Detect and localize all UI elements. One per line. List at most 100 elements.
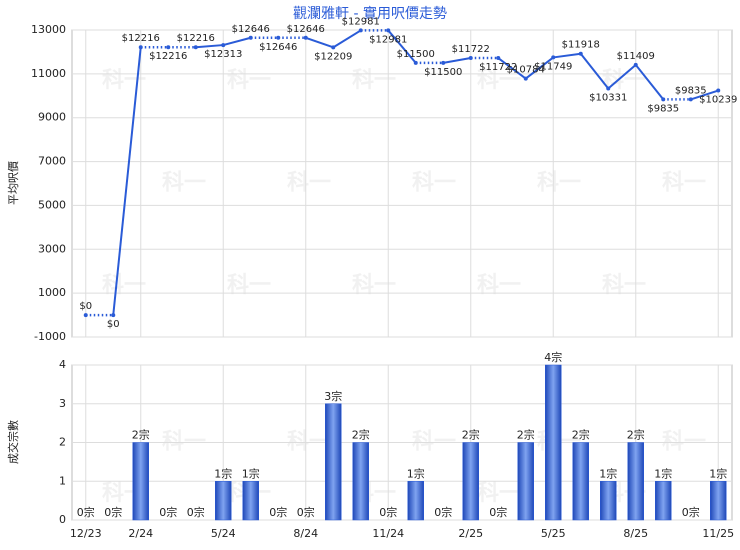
data-label: 3宗 [324, 389, 342, 403]
data-label: 2宗 [462, 428, 480, 442]
watermark: 科一 [102, 273, 146, 298]
x-tick-label: 8/25 [623, 527, 648, 540]
data-label: $10239 [699, 95, 737, 106]
data-label: $10784 [507, 65, 545, 76]
x-tick-label: 5/25 [541, 527, 566, 540]
y-tick-label: 13000 [31, 23, 66, 36]
data-label: $12216 [149, 51, 187, 62]
data-label: $0 [107, 319, 120, 330]
y-tick-label: 1000 [38, 286, 66, 299]
data-label: $11722 [452, 44, 490, 55]
y-tick-label: 2 [59, 436, 66, 449]
line-segment [553, 52, 581, 59]
data-label: 1宗 [407, 466, 425, 480]
bar [655, 481, 672, 521]
line-point [441, 60, 446, 65]
data-label: 0宗 [434, 505, 452, 519]
line-segment [305, 36, 334, 49]
y-tick-label: 9000 [38, 111, 66, 124]
bar [710, 481, 727, 521]
data-label: 0宗 [682, 505, 700, 519]
x-tick-label: 11/25 [702, 527, 734, 540]
line-point [221, 43, 226, 48]
y-axis-label: 平均呎價 [6, 161, 20, 205]
data-label: 1宗 [599, 466, 617, 480]
y-tick-label: 0 [59, 513, 66, 526]
x-tick-label: 12/23 [70, 527, 102, 540]
line-segment [222, 36, 252, 47]
data-label: 0宗 [297, 505, 315, 519]
line-segment [497, 57, 527, 80]
bar [600, 481, 617, 521]
data-label: $11409 [617, 51, 655, 62]
line-segment [607, 64, 637, 90]
y-axis-label: 成交宗數 [6, 420, 20, 464]
line-point [193, 45, 198, 50]
line-point [111, 313, 116, 318]
watermark: 科一 [352, 273, 396, 298]
data-label: $10331 [589, 93, 627, 104]
data-label: $11500 [397, 49, 435, 60]
bar [215, 481, 232, 521]
line-point [276, 35, 281, 40]
watermark: 科一 [352, 68, 396, 93]
watermark: 科一 [227, 68, 271, 93]
watermark: 科一 [477, 481, 521, 506]
line-point [386, 28, 391, 33]
data-label: $12981 [369, 34, 407, 45]
data-label: $12216 [122, 33, 160, 44]
bar [517, 442, 534, 521]
data-label: 4宗 [544, 350, 562, 364]
data-label: 2宗 [627, 428, 645, 442]
data-label: 2宗 [572, 428, 590, 442]
data-label: $12313 [204, 49, 242, 60]
bar [352, 442, 369, 521]
line-point [633, 62, 638, 67]
line-point [551, 55, 556, 60]
line-point [606, 86, 611, 91]
line-point [578, 51, 583, 56]
y-tick-label: 3000 [38, 242, 66, 255]
y-tick-label: 11000 [31, 67, 66, 80]
line-point [523, 76, 528, 81]
line-point [303, 35, 308, 40]
bar [132, 442, 149, 521]
line-segment [332, 29, 362, 49]
line-point [496, 56, 501, 61]
x-tick-label: 11/24 [372, 527, 404, 540]
line-point [166, 45, 171, 50]
watermark: 科一 [412, 171, 456, 196]
data-label: 0宗 [77, 505, 95, 519]
watermark: 科一 [162, 171, 206, 196]
data-label: $12646 [259, 42, 297, 53]
chart-title: 觀瀾雅軒 - 實用呎價走勢 [293, 5, 447, 22]
data-label: 0宗 [489, 505, 507, 519]
line-segment [112, 47, 142, 316]
line-point [83, 313, 88, 318]
data-label: 0宗 [269, 505, 287, 519]
data-label: 0宗 [159, 505, 177, 519]
watermark: 科一 [287, 171, 331, 196]
data-label: $11500 [424, 67, 462, 78]
watermark: 科一 [477, 273, 521, 298]
data-label: 0宗 [379, 505, 397, 519]
data-label: 1宗 [214, 466, 232, 480]
bar [407, 481, 424, 521]
watermark: 科一 [102, 68, 146, 93]
watermark: 科一 [662, 171, 706, 196]
line-point [358, 28, 363, 33]
y-tick-label: -1000 [34, 330, 66, 343]
y-tick-label: 4 [59, 358, 66, 371]
x-tick-label: 5/24 [211, 527, 236, 540]
data-label: 1宗 [709, 466, 727, 480]
y-tick-label: 5000 [38, 198, 66, 211]
bar [627, 442, 644, 521]
line-segment [443, 57, 471, 64]
watermark: 科一 [477, 68, 521, 93]
data-label: $11749 [534, 61, 572, 72]
watermark: 科一 [227, 273, 271, 298]
data-label: $11918 [562, 40, 600, 51]
data-label: $12216 [177, 33, 215, 44]
data-label: $0 [79, 301, 92, 312]
